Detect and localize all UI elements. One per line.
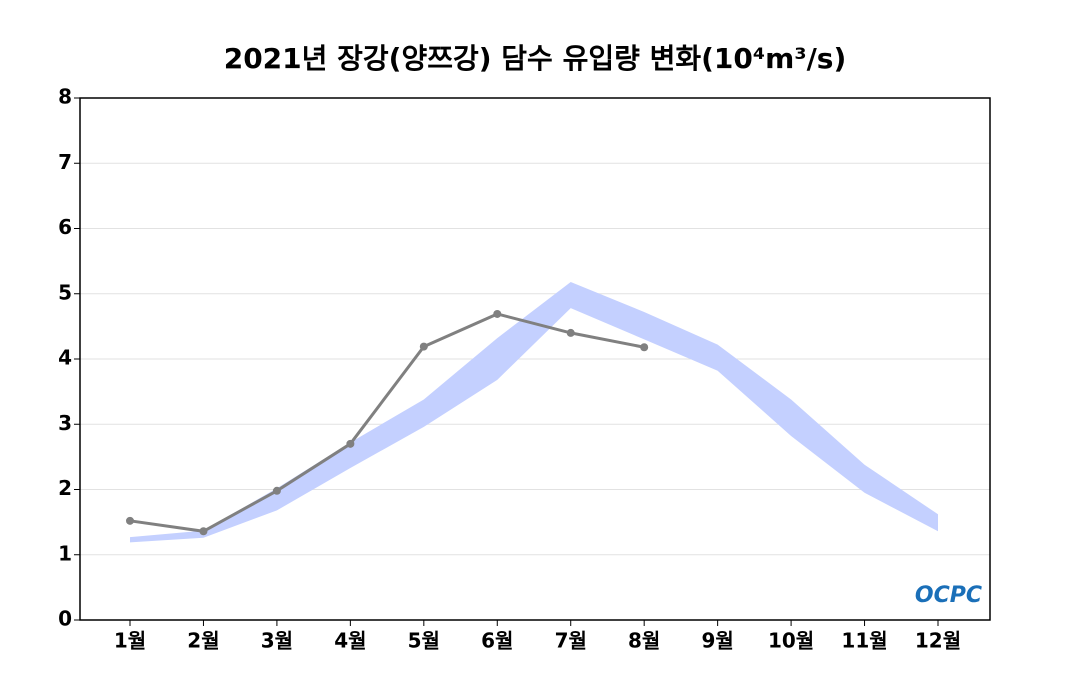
x-tick-label: 9월 xyxy=(701,629,733,653)
y-tick-label: 3 xyxy=(58,411,72,435)
series-point xyxy=(566,328,575,337)
series-point xyxy=(272,486,281,495)
series-point xyxy=(419,342,428,351)
plot-frame xyxy=(79,97,991,621)
x-tick-label: 12월 xyxy=(915,629,961,653)
y-tick-label: 6 xyxy=(58,215,72,239)
y-tick-label: 0 xyxy=(58,607,72,631)
x-tick-label: 3월 xyxy=(261,629,293,653)
x-tick-label: 4월 xyxy=(334,629,366,653)
series-point xyxy=(126,516,134,525)
series-point xyxy=(346,439,355,448)
x-tick-label: 6월 xyxy=(481,629,513,653)
watermark: OCPC xyxy=(915,583,982,608)
x-tick-label: 8월 xyxy=(628,629,660,653)
series-line xyxy=(129,312,645,533)
y-tick-label: 1 xyxy=(58,541,72,565)
chart-title: 2021년 장강(양쯔강) 담수 유입량 변화(10⁴m³/s) xyxy=(224,42,847,75)
y-tick-label: 2 xyxy=(58,476,72,500)
y-tick-label: 7 xyxy=(58,150,72,174)
series-point xyxy=(493,309,502,318)
x-tick-label: 10월 xyxy=(768,629,814,653)
x-tick-label: 5월 xyxy=(408,629,440,653)
x-tick-label: 2월 xyxy=(187,629,219,653)
x-tick-label: 7월 xyxy=(555,629,587,653)
y-tick-label: 8 xyxy=(58,85,72,109)
y-tick-label: 4 xyxy=(58,346,72,370)
x-tick-label: 1월 xyxy=(114,629,146,653)
x-tick-label: 11월 xyxy=(841,629,887,653)
series-point xyxy=(640,343,649,352)
y-tick-label: 5 xyxy=(58,280,72,304)
range-band xyxy=(130,282,938,543)
series-point xyxy=(199,527,208,536)
